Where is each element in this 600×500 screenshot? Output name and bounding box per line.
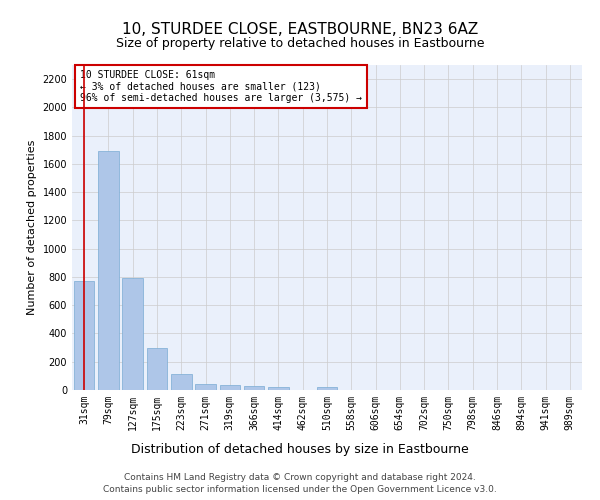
Text: 10, STURDEE CLOSE, EASTBOURNE, BN23 6AZ: 10, STURDEE CLOSE, EASTBOURNE, BN23 6AZ xyxy=(122,22,478,38)
Bar xyxy=(268,387,289,390)
Text: Contains HM Land Registry data © Crown copyright and database right 2024.: Contains HM Land Registry data © Crown c… xyxy=(124,472,476,482)
Text: Contains public sector information licensed under the Open Government Licence v3: Contains public sector information licen… xyxy=(103,485,497,494)
Bar xyxy=(122,278,143,390)
Bar xyxy=(98,151,119,390)
Bar xyxy=(74,281,94,390)
Y-axis label: Number of detached properties: Number of detached properties xyxy=(27,140,37,315)
Text: Distribution of detached houses by size in Eastbourne: Distribution of detached houses by size … xyxy=(131,442,469,456)
Bar xyxy=(195,384,216,390)
Bar xyxy=(171,374,191,390)
Text: 10 STURDEE CLOSE: 61sqm
← 3% of detached houses are smaller (123)
96% of semi-de: 10 STURDEE CLOSE: 61sqm ← 3% of detached… xyxy=(80,70,362,103)
Bar xyxy=(317,387,337,390)
Bar xyxy=(244,386,265,390)
Bar xyxy=(146,348,167,390)
Text: Size of property relative to detached houses in Eastbourne: Size of property relative to detached ho… xyxy=(116,38,484,51)
Bar xyxy=(220,386,240,390)
